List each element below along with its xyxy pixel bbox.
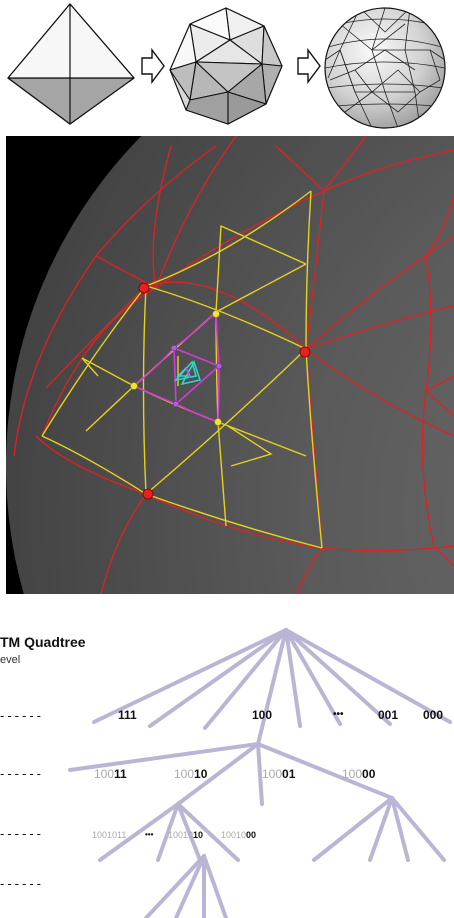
node-label: 1001011 xyxy=(92,830,126,840)
purple-vertices xyxy=(170,344,223,408)
level-heading: evel xyxy=(0,654,21,666)
ellipsis: ••• xyxy=(145,830,154,839)
arrow-right-icon xyxy=(141,47,165,85)
node-label: 001 xyxy=(378,708,398,722)
level-dashes: ------ xyxy=(0,826,44,841)
ellipsis: ••• xyxy=(333,709,344,720)
magenta-mini xyxy=(185,367,191,379)
level-dashes: ------ xyxy=(0,876,44,891)
diagram-title: TM Quadtree xyxy=(0,634,86,650)
node-label: 10000 xyxy=(342,767,376,781)
red-grid xyxy=(13,136,454,594)
quadtree-diagram: ------ ------ ------ ------ 111 100 ••• … xyxy=(0,598,454,918)
node-label: 000 xyxy=(423,708,443,722)
node-label: 111 xyxy=(118,708,137,722)
node-label: 100 xyxy=(252,708,272,722)
yellow-vertices xyxy=(130,310,222,426)
sphere-mesh-render xyxy=(6,136,454,594)
arrow-right-icon xyxy=(297,47,321,85)
node-label: 10010 xyxy=(174,767,208,781)
subdivision-sequence xyxy=(7,3,446,129)
node-label: 1001000 xyxy=(221,830,256,840)
subdivided-polyhedron-icon xyxy=(169,7,283,125)
level-dashes: ------ xyxy=(0,766,44,781)
octahedron-icon xyxy=(7,3,135,125)
node-label: 10011 xyxy=(94,767,127,781)
tree-branches: ------ ------ ------ ------ 111 100 ••• … xyxy=(0,628,452,918)
red-vertices xyxy=(138,282,311,500)
node-label: 1001010 xyxy=(168,830,203,840)
magenta-grid xyxy=(133,311,220,423)
level-dashes: ------ xyxy=(0,708,44,723)
node-label: 10001 xyxy=(262,767,296,781)
geodesic-sphere-icon xyxy=(324,7,446,129)
